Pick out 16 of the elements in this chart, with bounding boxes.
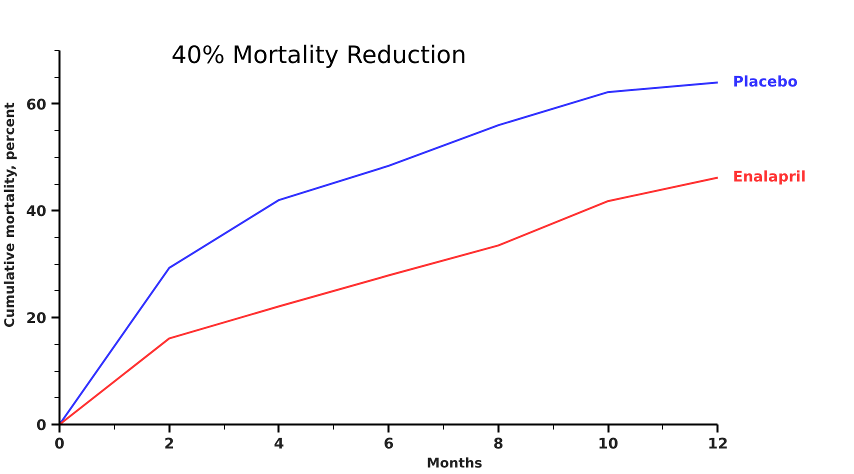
series-label: Placebo — [732, 73, 798, 90]
x-axis-title: Months — [426, 456, 482, 472]
y-axis-title: Cumulative mortality, percent — [3, 102, 18, 328]
y-tick-label: 60 — [26, 96, 47, 114]
x-tick-label: 8 — [493, 436, 504, 452]
x-tick-label: 4 — [274, 436, 284, 452]
y-tick-label: 40 — [26, 203, 47, 220]
series-label: Enalapril — [732, 168, 806, 186]
x-tick-label: 10 — [598, 436, 618, 452]
x-tick-label: 2 — [164, 436, 174, 452]
y-tick-label: 20 — [26, 310, 47, 328]
x-tick-label: 6 — [384, 436, 394, 452]
x-tick-label: 12 — [708, 436, 728, 452]
x-tick-label: 0 — [54, 436, 65, 452]
y-tick-label: 0 — [36, 417, 47, 434]
chart-title: 40% Mortality Reduction — [171, 41, 466, 70]
